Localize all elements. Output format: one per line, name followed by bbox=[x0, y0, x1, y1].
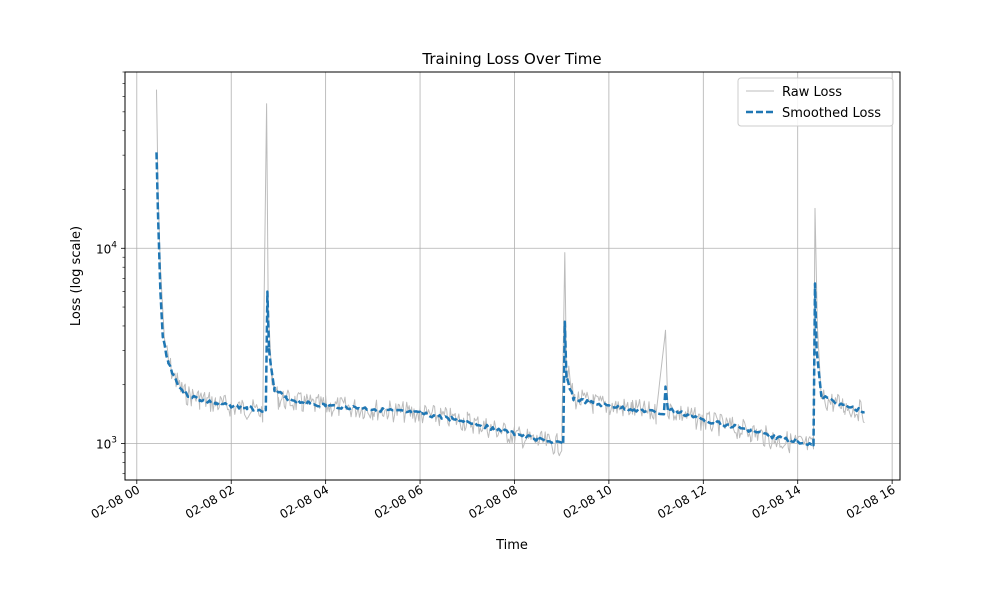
y-axis-ticks: 103 104 bbox=[96, 71, 125, 475]
grid-lines bbox=[125, 72, 900, 480]
y-tick-label: 103 bbox=[96, 435, 117, 451]
plot-area bbox=[124, 71, 901, 481]
chart-title: Training Loss Over Time bbox=[421, 50, 601, 68]
plot-background bbox=[125, 72, 900, 480]
y-tick-label: 104 bbox=[96, 240, 117, 256]
legend: Raw Loss Smoothed Loss bbox=[737, 77, 894, 127]
x-axis-title: Time bbox=[495, 538, 528, 553]
smoothed-loss-line bbox=[155, 152, 865, 447]
series-layer bbox=[155, 89, 865, 457]
y-axis-title: Loss (log scale) bbox=[69, 226, 84, 326]
plot-frame bbox=[124, 71, 901, 481]
legend-label-smoothed: Smoothed Loss bbox=[782, 106, 881, 121]
legend-label-raw: Raw Loss bbox=[782, 85, 842, 100]
legend-box bbox=[737, 77, 894, 127]
